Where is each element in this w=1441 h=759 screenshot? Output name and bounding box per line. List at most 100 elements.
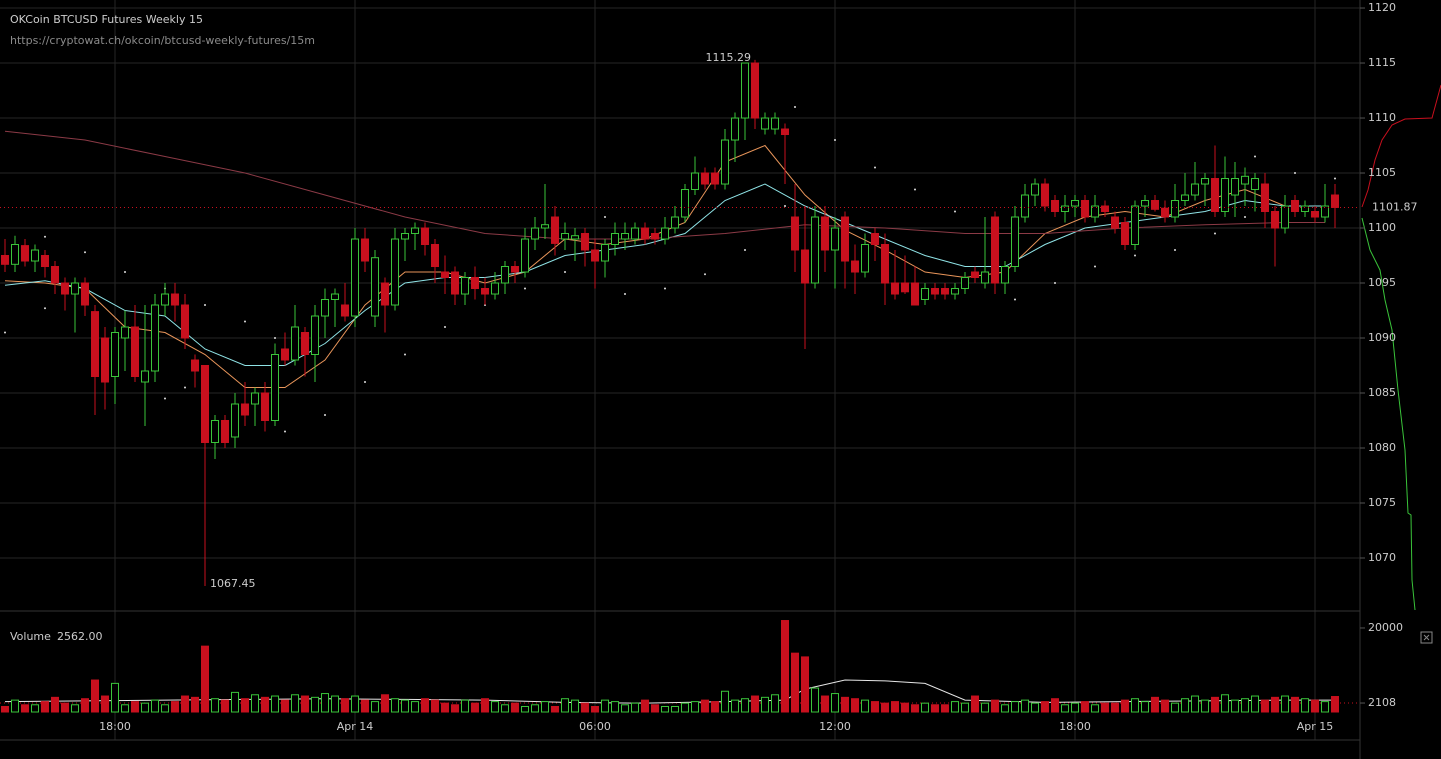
volume-bar (731, 699, 739, 713)
volume-bar (381, 694, 389, 713)
volume-bar (271, 695, 279, 713)
volume-bar (1021, 699, 1029, 713)
volume-bar (781, 620, 789, 713)
sar-dot (44, 235, 46, 238)
close-button[interactable] (1420, 631, 1433, 644)
y-tick-label: 1105 (1368, 166, 1396, 179)
volume-bar (921, 702, 929, 713)
candle-body (491, 282, 499, 295)
candle-body (641, 227, 649, 240)
volume-bar (1051, 698, 1059, 713)
candle-body (171, 293, 179, 306)
volume-bar (831, 693, 839, 713)
volume-bar (1331, 696, 1339, 713)
candle-body (431, 244, 439, 268)
volume-bar (251, 694, 259, 713)
candle-body (1111, 216, 1119, 229)
volume-bar (1001, 704, 1009, 713)
volume-bar (811, 687, 819, 713)
volume-readout: 2562.00 (57, 630, 103, 643)
candle-body (571, 235, 579, 240)
candle-body (251, 392, 259, 405)
candle-body (1181, 194, 1189, 202)
volume-bar (751, 695, 759, 713)
candle-body (161, 293, 169, 306)
volume-bar (1041, 701, 1049, 713)
sar-dot (624, 293, 626, 296)
volume-bar (701, 699, 709, 713)
volume-bar (1261, 699, 1269, 713)
volume-bar (491, 701, 499, 713)
volume-bar (481, 698, 489, 713)
candle-body (801, 249, 809, 284)
sar-dot (444, 326, 446, 329)
candle-body (661, 227, 669, 240)
volume-bar (571, 699, 579, 713)
grid (0, 0, 1360, 740)
candle-body (1151, 200, 1159, 210)
chart-url: https://cryptowat.ch/okcoin/btcusd-weekl… (10, 34, 315, 47)
candle-body (1261, 183, 1269, 213)
candle-body (201, 365, 209, 443)
volume-bar (371, 701, 379, 713)
volume-bar (171, 701, 179, 713)
volume-bar (761, 696, 769, 713)
candle-body (521, 238, 529, 273)
volume-bar (1321, 701, 1329, 713)
candle-body (261, 392, 269, 421)
volume-bar (1081, 701, 1089, 713)
candle-body (1041, 183, 1049, 207)
volume-bar (201, 645, 209, 713)
volume-bar (351, 695, 359, 713)
candle-body (401, 233, 409, 240)
candle-body (1101, 205, 1109, 213)
candle-body (281, 348, 289, 361)
candle-body (371, 257, 379, 317)
sar-dot (874, 166, 876, 169)
volume-bar (21, 704, 29, 713)
sar-dot (124, 271, 126, 274)
volume-bar (501, 704, 509, 713)
candle-body (951, 288, 959, 295)
volume-bar (461, 699, 469, 713)
depth-bids (1361, 84, 1441, 208)
y-tick-label: 1120 (1368, 1, 1396, 14)
volume-bar (901, 702, 909, 713)
volume-bar (1061, 704, 1069, 713)
candle-body (941, 288, 949, 295)
volume-bar (841, 696, 849, 713)
volume-bar (881, 702, 889, 713)
candle-body (291, 326, 299, 361)
volume-bar (1181, 698, 1189, 713)
candle-body (1051, 200, 1059, 213)
volume-bar (1, 705, 9, 713)
candle-body (1331, 194, 1339, 208)
volume-bar (821, 695, 829, 713)
sar-dot (1134, 254, 1136, 257)
candle-body (791, 216, 799, 251)
candle-body (1211, 178, 1219, 213)
volume-bar (621, 704, 629, 713)
candle-body (311, 315, 319, 356)
low-label: 1067.45 (210, 577, 256, 590)
volume-bar (1121, 699, 1129, 713)
candle-body (341, 304, 349, 317)
x-tick-label: Apr 14 (337, 720, 374, 733)
volume-bar (411, 701, 419, 713)
candle-body (561, 233, 569, 240)
candle-body (851, 260, 859, 273)
candle-body (551, 216, 559, 244)
candle-body (1141, 200, 1149, 207)
candle-body (751, 62, 759, 119)
candle-body (761, 117, 769, 130)
volume-bar (971, 695, 979, 713)
candle-body (1121, 222, 1129, 246)
sar-dot (914, 188, 916, 191)
candle-body (191, 359, 199, 372)
candle-body (471, 277, 479, 290)
candle-body (1191, 183, 1199, 196)
volume-bar (1141, 701, 1149, 713)
depth-asks (1361, 217, 1416, 611)
candle-body (861, 244, 869, 273)
